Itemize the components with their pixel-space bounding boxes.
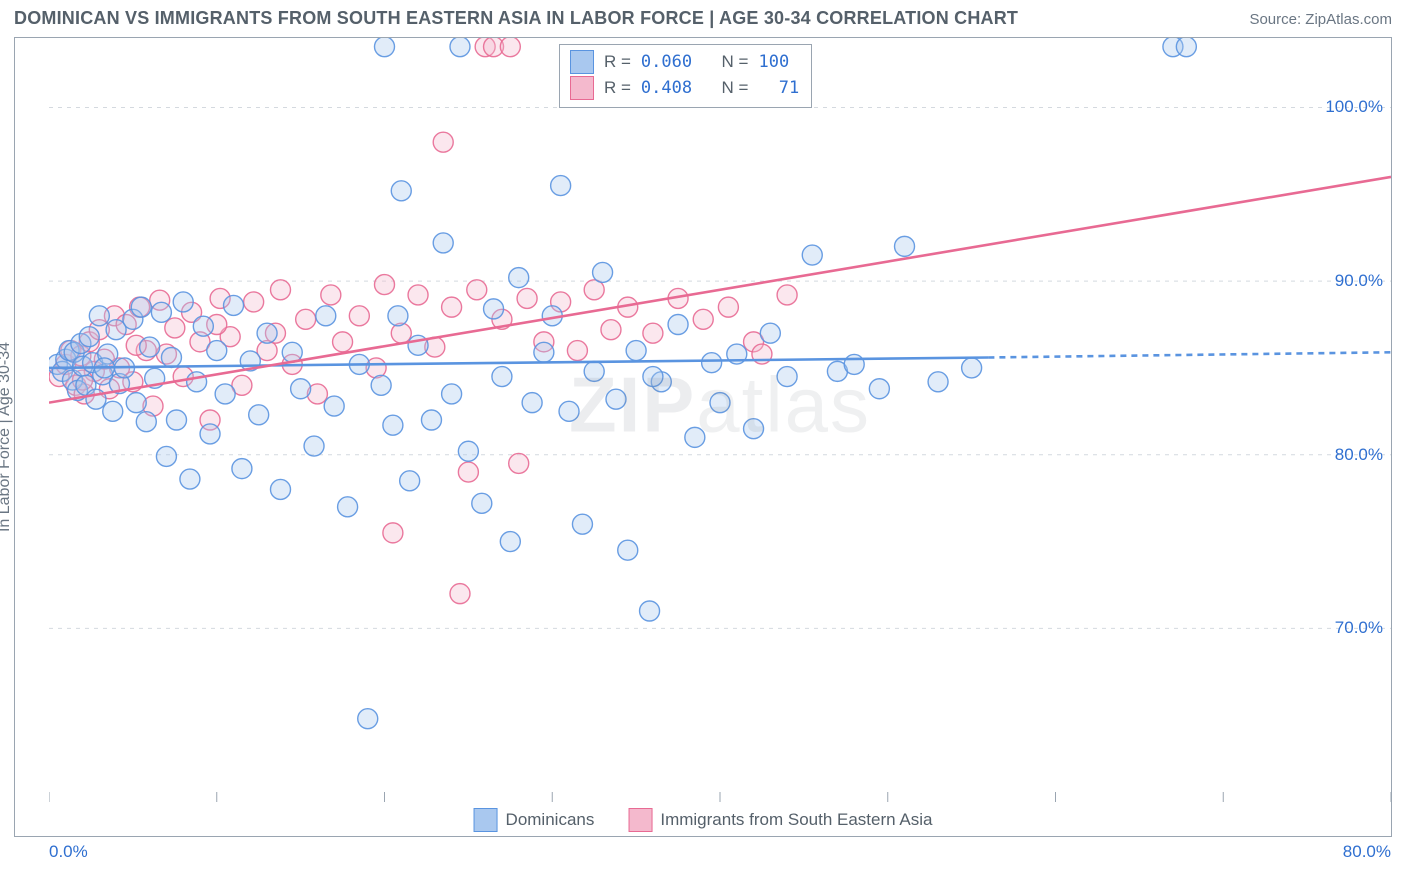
- legend-label-s1: Dominicans: [506, 810, 595, 830]
- y-tick-label: 70.0%: [1335, 618, 1383, 638]
- swatch-s1-bottom: [474, 808, 498, 832]
- legend-item-s1: Dominicans: [474, 808, 595, 832]
- legend-label-s2: Immigrants from South Eastern Asia: [660, 810, 932, 830]
- stats-legend: R = 0.060 N = 100 R = 0.408 N = 71: [559, 44, 812, 108]
- x-tick-label: 80.0%: [1343, 842, 1391, 862]
- stats-row-s1: R = 0.060 N = 100: [570, 49, 799, 75]
- bottom-legend: Dominicans Immigrants from South Eastern…: [474, 808, 933, 832]
- chart-title: DOMINICAN VS IMMIGRANTS FROM SOUTH EASTE…: [14, 8, 1018, 29]
- scatter-svg: [49, 38, 1391, 802]
- plot-area: ZIPatlas R = 0.060 N = 100 R = 0.408 N =…: [49, 38, 1391, 802]
- swatch-s2: [570, 76, 594, 100]
- swatch-s2-bottom: [628, 808, 652, 832]
- y-axis-label: In Labor Force | Age 30-34: [0, 342, 14, 532]
- y-tick-label: 80.0%: [1335, 445, 1383, 465]
- chart-container: In Labor Force | Age 30-34 ZIPatlas R = …: [14, 37, 1392, 837]
- chart-source: Source: ZipAtlas.com: [1249, 11, 1392, 28]
- legend-item-s2: Immigrants from South Eastern Asia: [628, 808, 932, 832]
- y-tick-label: 90.0%: [1335, 271, 1383, 291]
- stats-row-s2: R = 0.408 N = 71: [570, 75, 799, 101]
- x-tick-label: 0.0%: [49, 842, 88, 862]
- swatch-s1: [570, 50, 594, 74]
- y-tick-label: 100.0%: [1325, 97, 1383, 117]
